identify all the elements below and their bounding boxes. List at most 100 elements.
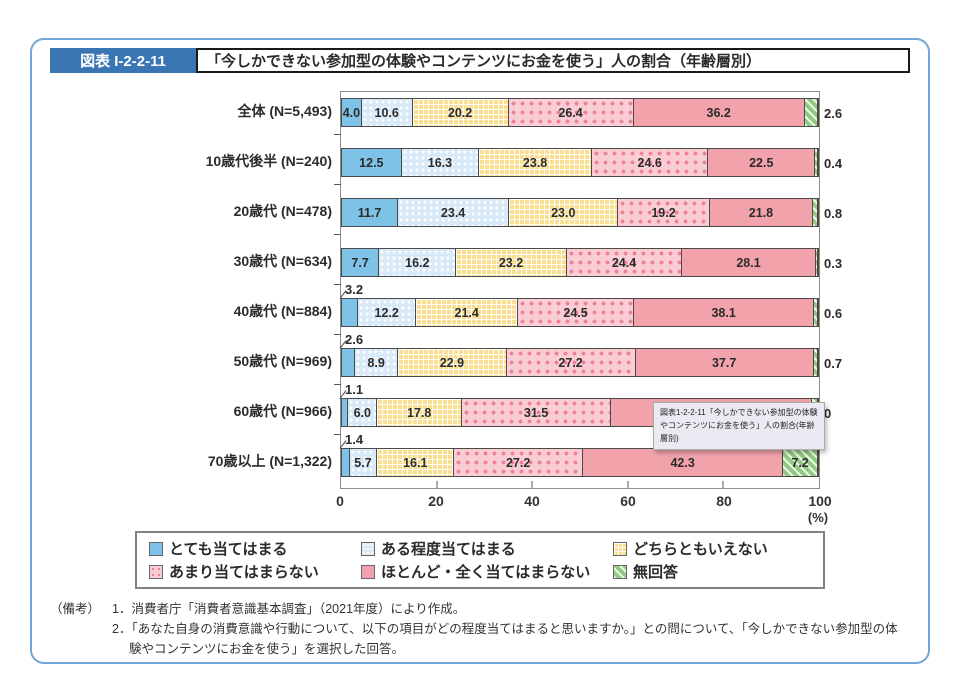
bar-segment[interactable]: [804, 99, 818, 126]
bar-segment[interactable]: 38.1: [634, 299, 815, 326]
bar-segment[interactable]: 12.5: [342, 149, 402, 176]
callout-value-label: 1.1: [345, 382, 364, 397]
bar-segment[interactable]: [342, 399, 349, 426]
outside-value-label: 0.3: [824, 256, 843, 271]
callout-value-label: 1.4: [345, 432, 364, 447]
outside-value-label: 0: [824, 406, 832, 421]
legend-label: あまり当てはまらない: [169, 564, 319, 581]
bar-segment[interactable]: 6.0: [348, 399, 378, 426]
bar-segment[interactable]: 24.5: [517, 299, 635, 326]
x-axis: 0 20 40 60 80 100 (%): [336, 489, 832, 529]
category-boundary-tick: [334, 384, 341, 385]
plot-area: 4.0 10.6 20.2 26.4 36.2 2.6 12.5 16.3 23.8 24.6 22…: [334, 91, 842, 489]
bar-segment[interactable]: 31.5: [462, 399, 612, 426]
bar-segment[interactable]: 20.2: [412, 99, 509, 126]
bar-segment[interactable]: 21.8: [709, 199, 814, 226]
segment-value-label: 6.0: [353, 405, 371, 420]
bar-segment[interactable]: 4.0: [342, 99, 362, 126]
x-tick-label: 80: [716, 493, 732, 509]
segment-value-label: 24.4: [611, 255, 637, 270]
bar-segment[interactable]: 23.0: [509, 199, 619, 226]
outside-value-label: 0.8: [824, 206, 843, 221]
bar-segment[interactable]: 7.2: [783, 449, 819, 476]
figure-frame: 図表 I-2-2-11 「今しかできない参加型の体験やコンテンツにお金を使う」人…: [30, 38, 930, 664]
bar-segment[interactable]: 26.4: [508, 99, 634, 126]
segment-value-label: 4.0: [342, 105, 361, 120]
bar-segment[interactable]: 42.3: [583, 449, 784, 476]
legend-swatch: [361, 564, 375, 579]
bar-row: 12.5 16.3 23.8 24.6 22.5 0.4: [341, 148, 842, 177]
segment-value-label: 21.4: [454, 305, 479, 320]
legend-swatch: [149, 541, 163, 556]
x-tick-label: 60: [620, 493, 636, 509]
bar-segment[interactable]: 36.2: [633, 99, 805, 126]
bar-segment[interactable]: 22.9: [398, 349, 507, 376]
x-axis-unit: (%): [807, 510, 829, 525]
bar-segment[interactable]: 7.7: [342, 249, 380, 276]
category-boundary-tick: [334, 284, 341, 285]
bar-segment[interactable]: [815, 149, 818, 176]
category-label: 10歳代後半 (N=240): [205, 153, 332, 169]
bar-segment[interactable]: 28.1: [682, 249, 816, 276]
bar-segment[interactable]: 16.2: [379, 249, 457, 276]
segment-value-label: 16.3: [427, 155, 453, 170]
legend-item: ほとんど・全く当てはまらない: [361, 561, 613, 582]
bar-segment[interactable]: 8.9: [355, 349, 399, 376]
bar-segment[interactable]: 27.2: [454, 449, 584, 476]
bar-segment[interactable]: [813, 349, 818, 376]
segment-value-label: 16.2: [405, 255, 430, 270]
bar-segment[interactable]: 19.2: [618, 199, 710, 226]
segment-value-label: 12.2: [374, 305, 399, 320]
legend-item: とても当てはまる: [149, 538, 361, 559]
category-boundary-tick: [334, 334, 341, 335]
bar-segment[interactable]: 22.5: [708, 149, 816, 176]
legend-swatch: [613, 564, 627, 579]
segment-value-label: 24.6: [637, 155, 662, 170]
category-boundary-tick: [334, 234, 341, 235]
figure-title: 「今しかできない参加型の体験やコンテンツにお金を使う」人の割合（年齢層別）: [196, 48, 910, 73]
segment-value-label: 23.2: [498, 255, 524, 270]
category-label: 40歳代 (N=884): [233, 303, 332, 319]
bar-segment[interactable]: [342, 299, 359, 326]
outside-value-label: 0.7: [824, 356, 843, 371]
bar-segment[interactable]: 23.2: [456, 249, 567, 276]
segment-value-label: 17.8: [407, 405, 432, 420]
segment-value-label: 22.5: [749, 155, 774, 170]
bar-segment[interactable]: 23.4: [398, 199, 510, 226]
category-label: 60歳代 (N=966): [233, 403, 332, 419]
bar-segment[interactable]: 24.6: [591, 149, 709, 176]
segment-value-label: 19.2: [651, 205, 676, 220]
bar-row: 11.7 23.4 23.0 19.2 21.8 0.8: [341, 198, 842, 227]
category-boundary-tick: [334, 434, 341, 435]
bar-segment[interactable]: 5.7: [349, 449, 378, 476]
bar-segment[interactable]: 23.8: [479, 149, 592, 176]
segment-value-label: 12.5: [359, 155, 384, 170]
bar-segment[interactable]: 11.7: [342, 199, 399, 226]
segment-value-label: 23.8: [522, 155, 548, 170]
segment-value-label: 27.2: [558, 355, 583, 370]
outside-value-label: 0.4: [824, 156, 843, 171]
bar-segment[interactable]: [815, 249, 818, 276]
bar-segment[interactable]: [813, 199, 818, 226]
segment-value-label: 20.2: [447, 105, 473, 120]
bar-segment[interactable]: [814, 299, 818, 326]
legend: とても当てはまる ある程度当てはまる どちらともいえない あまり当てはまらない ほとんど…: [135, 531, 825, 589]
bar-row: 4.0 10.6 20.2 26.4 36.2 2.6: [341, 98, 842, 127]
segment-value-label: 21.8: [748, 205, 774, 220]
legend-item: ある程度当てはまる: [361, 538, 613, 559]
bar-segment[interactable]: [342, 349, 356, 376]
bar-segment[interactable]: 16.3: [401, 149, 480, 176]
segment-value-label: 31.5: [523, 405, 549, 420]
bar-segment[interactable]: 16.1: [377, 449, 455, 476]
segment-value-label: 11.7: [357, 205, 382, 220]
bar-segment[interactable]: 21.4: [416, 299, 518, 326]
bar-segment[interactable]: [342, 449, 350, 476]
bar-segment[interactable]: 12.2: [358, 299, 417, 326]
bar-segment[interactable]: 27.2: [506, 349, 636, 376]
x-tick-label: 0: [336, 493, 344, 509]
bar-segment[interactable]: 10.6: [361, 99, 413, 126]
legend-item: 無回答: [613, 561, 811, 582]
bar-segment[interactable]: 24.4: [566, 249, 683, 276]
bar-segment[interactable]: 37.7: [635, 349, 814, 376]
bar-segment[interactable]: 17.8: [377, 399, 463, 426]
